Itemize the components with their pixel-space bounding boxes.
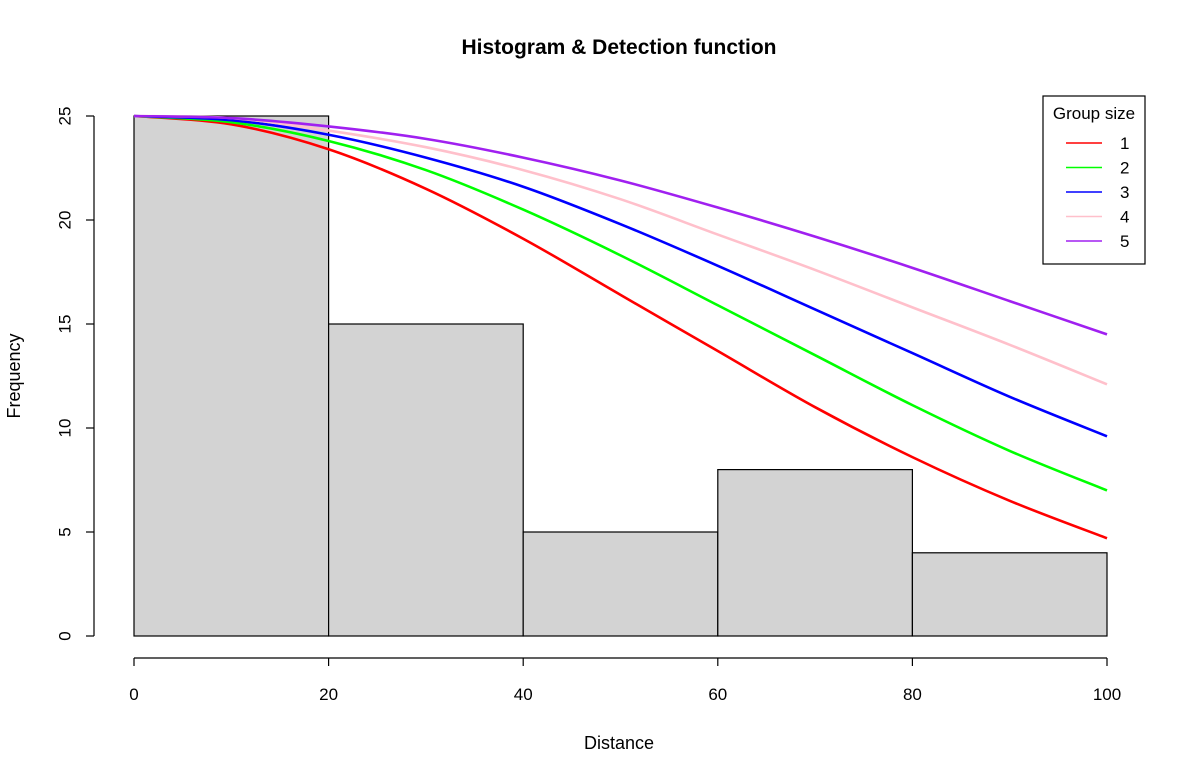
y-axis: 0 5 10 15 20 25 [55,107,95,641]
detection-curve-group-5 [133,114,1108,336]
legend-title: Group size [1053,104,1135,123]
legend-items: 1 2 3 4 5 [1066,134,1129,251]
legend-label-group-5: 5 [1120,232,1129,251]
detection-curve-group-1 [133,114,1108,540]
legend-label-group-4: 4 [1120,208,1129,227]
histogram-bar-0 [133,115,330,637]
detection-curve-group-2 [133,114,1108,492]
histogram-bar-3 [717,469,913,637]
y-tick-label: 15 [55,315,74,334]
x-axis: 0 20 40 60 80 100 [129,657,1121,704]
x-tick-label: 60 [708,685,727,704]
x-tick-label: 0 [129,685,138,704]
y-tick-label: 5 [55,527,74,536]
histogram-bar-1 [328,323,524,637]
x-tick-label: 40 [514,685,533,704]
x-tick-label: 20 [319,685,338,704]
legend-label-group-2: 2 [1120,159,1129,178]
x-tick-label: 100 [1093,685,1121,704]
x-tick-label: 80 [903,685,922,704]
legend-box [1042,95,1146,265]
y-tick-label: 25 [55,107,74,126]
legend-label-group-1: 1 [1120,134,1129,153]
histogram-bar-2 [522,531,719,637]
y-axis-label: Frequency [4,333,24,418]
histogram-bars [133,115,1108,637]
detection-curve-group-3 [133,114,1108,438]
y-tick-label: 0 [55,631,74,640]
detection-curves [133,114,1108,540]
detection-curve-group-4 [133,114,1108,386]
chart-title: Histogram & Detection function [461,36,776,59]
legend-label-group-3: 3 [1120,183,1129,202]
y-tick-label: 20 [55,211,74,230]
y-tick-label: 10 [55,419,74,438]
histogram-bar-4 [911,552,1108,637]
x-axis-label: Distance [584,733,654,753]
legend: Group size 1 2 3 4 5 [1042,95,1146,265]
